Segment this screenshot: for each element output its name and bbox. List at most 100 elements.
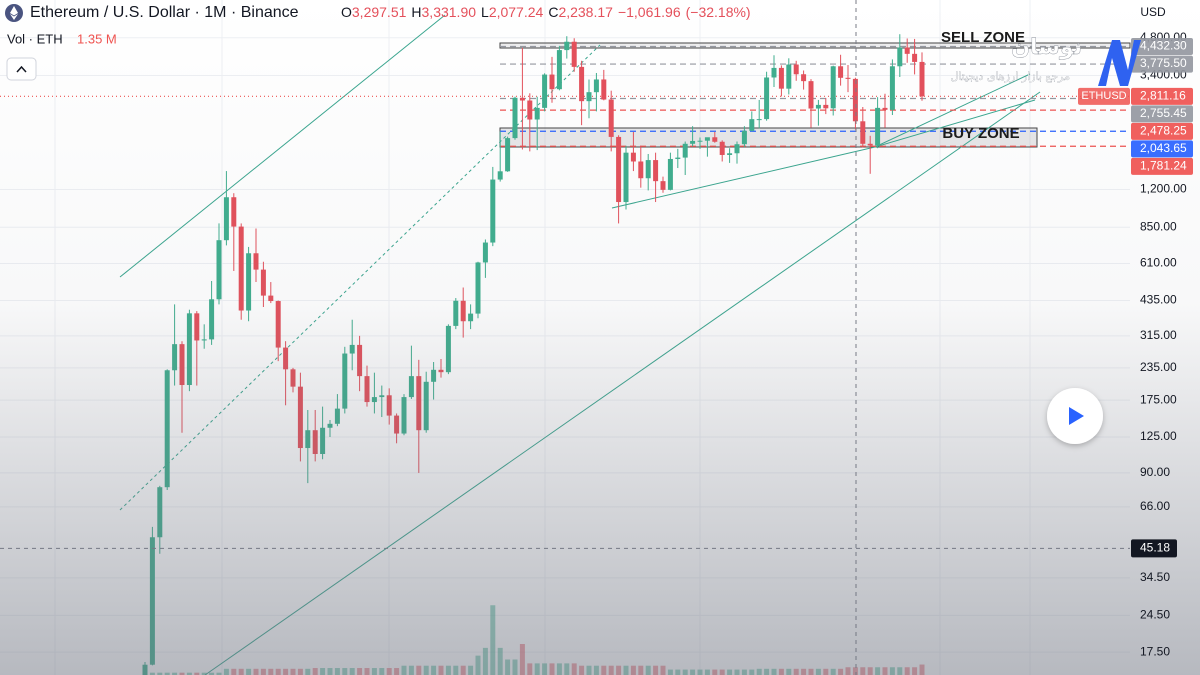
volume-bar — [867, 667, 873, 675]
volume-bar — [445, 665, 451, 675]
header: Ethereum / U.S. Dollar · 1M · Binance O3… — [5, 4, 751, 81]
ohlc-legend: O3,297.51 H3,331.90 L2,077.24 C2,238.17 −1,0… — [341, 4, 751, 20]
volume-bar — [238, 668, 244, 675]
candle-body — [394, 415, 400, 434]
y-tick-label: 610.00 — [1140, 256, 1177, 270]
candle-body — [616, 136, 622, 203]
candle-body — [564, 41, 570, 51]
candle-body — [549, 74, 555, 90]
volume-bar — [875, 667, 881, 675]
volume-bar — [793, 668, 799, 675]
volume-bar — [815, 668, 821, 675]
buy-zone-label: BUY ZONE — [942, 125, 1019, 142]
volume-bar — [586, 665, 592, 675]
candle-body — [416, 376, 422, 431]
ohlc-key: L — [481, 4, 489, 20]
volume-bar — [860, 667, 866, 675]
candle-body — [431, 369, 437, 382]
candle-body — [697, 140, 703, 142]
volume-bar — [408, 665, 414, 675]
candle-body — [734, 144, 740, 154]
volume-bar — [823, 668, 829, 675]
brand-logo: نوسان مرجع بازار ارزهای دیجیتال — [950, 35, 1141, 86]
price-chip-label: 4,432.30 — [1140, 39, 1187, 53]
price-chip-label: 2,755.45 — [1140, 106, 1187, 120]
candle-body — [297, 386, 303, 449]
candle-body — [149, 537, 155, 665]
volume-bar — [593, 665, 599, 675]
ohlc-key: O — [341, 4, 352, 20]
candle-body — [283, 347, 289, 370]
volume-bar — [290, 668, 296, 675]
candle-body — [164, 370, 170, 488]
candle-body — [527, 100, 533, 120]
candle-body — [601, 79, 607, 100]
candle-body — [830, 66, 836, 109]
candle-body — [379, 395, 385, 398]
volume-bar — [327, 668, 333, 675]
candle-body — [349, 344, 355, 354]
ohlc-key: H — [411, 4, 421, 20]
volume-bar — [394, 668, 400, 675]
symbol-title: Ethereum / U.S. Dollar · 1M · Binance — [30, 4, 299, 21]
candle-body — [275, 301, 281, 348]
candle-body — [201, 339, 207, 341]
candle-body — [268, 295, 274, 302]
candle-body — [312, 430, 318, 455]
volume-bar — [675, 669, 681, 675]
candle-body — [142, 664, 148, 675]
volume-bar — [260, 668, 266, 675]
volume-bar — [719, 669, 725, 675]
volume-bar — [401, 665, 407, 675]
ohlc-value: 3,297.51 — [352, 4, 407, 20]
collapse-button[interactable] — [6, 57, 37, 81]
volume-bar — [808, 668, 814, 675]
volume-bar — [734, 669, 740, 675]
candle-body — [623, 152, 629, 203]
candle-body — [867, 143, 873, 146]
volume-bar — [556, 663, 562, 675]
candle-body — [438, 369, 444, 373]
ohlc-value: 2,077.24 — [489, 4, 544, 20]
volume-bar — [320, 668, 326, 675]
logo-mark — [1098, 40, 1141, 86]
price-chip-label: 2,478.25 — [1140, 124, 1187, 138]
volume-bar — [660, 665, 666, 675]
volume-bar — [223, 668, 229, 675]
volume-bar — [519, 644, 525, 675]
candle-body — [490, 179, 496, 243]
price-chip-label: 1,781.24 — [1140, 159, 1187, 173]
volume-bar — [653, 665, 659, 675]
volume-bar — [601, 665, 607, 675]
candle-body — [364, 376, 370, 403]
volume-bar — [838, 668, 844, 675]
volume-bar — [334, 668, 340, 675]
candle-body — [194, 313, 200, 341]
candle-body — [749, 119, 755, 131]
volume-bar — [386, 668, 392, 675]
brand-name: نوسان — [1011, 35, 1082, 60]
y-tick-label: 435.00 — [1140, 293, 1177, 307]
candle-body — [897, 47, 903, 67]
volume-bar — [756, 668, 762, 675]
volume-bar — [542, 663, 548, 675]
candle-body — [468, 313, 474, 322]
candle-body — [157, 487, 163, 538]
volume-bar — [283, 668, 289, 675]
y-tick-label: 24.50 — [1140, 607, 1170, 621]
candle-body — [216, 240, 222, 300]
candle-body — [342, 353, 348, 409]
collapse-icon — [16, 65, 27, 73]
volume-title: Vol · ETH — [7, 31, 63, 46]
candle-body — [497, 171, 503, 180]
volume-bar — [297, 668, 303, 675]
volume-bar — [645, 665, 651, 675]
volume-bar — [231, 668, 237, 675]
volume-bar — [712, 669, 718, 675]
volume-bar — [608, 665, 614, 675]
candle-body — [172, 344, 178, 371]
ohlc-value: 3,331.90 — [422, 4, 477, 20]
volume-bar — [453, 665, 459, 675]
volume-bar — [379, 668, 385, 675]
candle-body — [512, 97, 518, 139]
